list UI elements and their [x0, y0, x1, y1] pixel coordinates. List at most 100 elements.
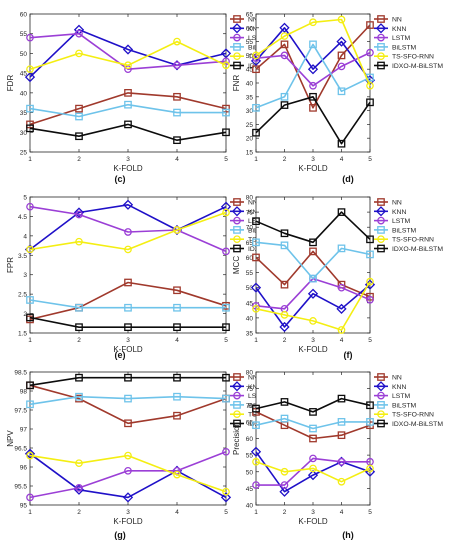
data-point: [337, 139, 346, 148]
data-point: [222, 373, 230, 382]
y-tick-label: 97.5: [14, 408, 27, 415]
data-point: [309, 424, 317, 433]
series-line: [255, 281, 371, 331]
x-tick-label: 5: [368, 156, 372, 163]
y-tick-label: 65: [246, 419, 254, 426]
y-tick-label: 75: [246, 210, 254, 217]
data-point: [173, 61, 181, 70]
y-tick-label: 98: [20, 389, 28, 396]
data-point: [375, 381, 387, 392]
y-tick-label: 3: [23, 272, 27, 279]
data-point: [279, 22, 290, 33]
data-point: [75, 132, 83, 141]
data-point: [75, 112, 83, 121]
legend-label: KNN: [248, 384, 262, 391]
data-point: [366, 21, 374, 29]
legend-label: TS-SFO-RNN: [392, 412, 434, 419]
series-line: [29, 384, 227, 425]
data-point: [337, 62, 346, 71]
data-point: [222, 108, 230, 117]
y-tick-label: 40: [20, 90, 28, 97]
data-point: [309, 434, 317, 443]
data-point: [280, 311, 289, 319]
data-point: [377, 33, 385, 42]
data-point: [309, 238, 317, 247]
y-tick-label: 95: [20, 503, 28, 510]
series-line: [29, 28, 227, 78]
panel-tag: (e): [115, 350, 126, 360]
x-axis-label: K-FOLD: [113, 517, 143, 526]
data-point: [366, 292, 374, 301]
data-point: [173, 286, 181, 295]
data-point: [75, 459, 83, 468]
series-line: [255, 397, 371, 413]
y-tick-label: 30: [246, 108, 254, 115]
data-point: [375, 23, 387, 34]
data-point: [309, 81, 317, 90]
x-tick-label: 1: [28, 337, 32, 344]
plot-area: [29, 13, 227, 153]
series-line: [256, 457, 370, 486]
y-tick-label: 40: [246, 81, 254, 88]
data-point: [233, 52, 241, 61]
series-line: [29, 205, 227, 253]
data-point: [124, 373, 132, 382]
data-point: [252, 217, 260, 226]
data-point: [231, 206, 243, 217]
data-point: [26, 493, 34, 502]
panel-tag: (d): [342, 174, 354, 184]
data-point: [124, 89, 132, 97]
panel-tag: (c): [115, 174, 126, 184]
data-point: [26, 451, 34, 460]
x-tick-label: 5: [224, 156, 228, 163]
data-point: [337, 326, 346, 334]
series-line: [29, 123, 227, 141]
y-tick-label: 4: [23, 233, 27, 240]
data-point: [309, 464, 317, 473]
data-point: [377, 391, 385, 400]
data-point: [280, 40, 289, 49]
y-tick-label: 20: [246, 136, 254, 143]
data-point: [252, 103, 260, 112]
series-line: [29, 281, 227, 321]
data-point: [26, 124, 34, 133]
series-line: [255, 241, 371, 280]
chart-panel-fdr: 253035404550556012345K-FOLDFDRNNKNNLSTMB…: [6, 12, 299, 185]
y-axis-label: FDR: [6, 75, 15, 92]
series-bilstm: [252, 414, 374, 433]
data-point: [75, 484, 83, 492]
legend: NN KNN LSTM BiLSTM TS-SFO-RNN IDXO-M-BiLSTM: [374, 373, 443, 428]
data-point: [75, 210, 83, 219]
legend-label: IDXO-M-BiLSTM: [392, 63, 443, 70]
data-point: [222, 487, 230, 496]
series-line: [29, 211, 227, 251]
x-tick-label: 2: [283, 337, 287, 344]
data-point: [222, 247, 230, 256]
y-axis-label: NPV: [6, 430, 15, 447]
data-point: [124, 100, 132, 109]
data-point: [173, 108, 181, 117]
x-tick-label: 3: [311, 337, 315, 344]
data-point: [220, 492, 232, 503]
data-point: [233, 43, 241, 51]
x-tick-label: 4: [175, 337, 179, 344]
data-point: [231, 23, 243, 34]
legend-label: NN: [248, 17, 258, 24]
y-axis-label: Precision: [232, 422, 241, 455]
data-point: [26, 120, 34, 129]
data-point: [252, 304, 260, 313]
panel-tag: (g): [114, 530, 126, 540]
data-point: [252, 128, 260, 137]
data-point: [75, 392, 83, 401]
y-tick-label: 40: [246, 503, 254, 510]
series-line: [29, 40, 227, 70]
y-tick-label: 15: [246, 150, 254, 157]
y-tick-label: 25: [246, 122, 254, 129]
data-point: [280, 101, 289, 109]
series-line: [255, 250, 371, 298]
data-point: [26, 65, 34, 74]
y-axis-label: FPR: [6, 257, 15, 273]
data-point: [75, 303, 83, 312]
